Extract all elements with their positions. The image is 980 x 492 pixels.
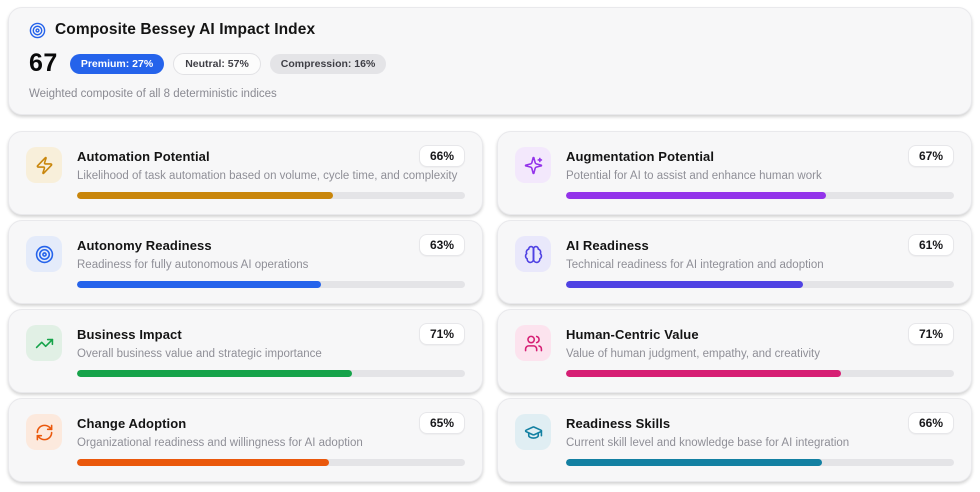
index-value-badge: 71%	[418, 323, 465, 345]
progress-track	[77, 281, 465, 288]
header-title-row: Composite Bessey AI Impact Index	[29, 21, 951, 39]
progress-track	[566, 192, 954, 199]
target-icon	[29, 22, 46, 38]
index-value-badge: 71%	[907, 323, 954, 345]
graduation-cap-icon	[515, 414, 551, 450]
index-card-human-centric-value: Human-Centric Value 71% Value of human j…	[497, 309, 972, 393]
premium-badge: Premium: 27%	[69, 53, 165, 74]
index-description: Readiness for fully autonomous AI operat…	[77, 259, 309, 271]
neutral-badge: Neutral: 57%	[173, 52, 261, 75]
index-title: AI Readiness	[566, 237, 649, 253]
progress-fill	[77, 370, 353, 377]
index-title: Readiness Skills	[566, 415, 671, 431]
index-value-badge: 66%	[418, 145, 465, 167]
index-card-autonomy-readiness: Autonomy Readiness 63% Readiness for ful…	[8, 220, 483, 304]
card-content: Autonomy Readiness 63% Readiness for ful…	[77, 234, 465, 288]
card-content: Change Adoption 65% Organizational readi…	[77, 412, 465, 466]
refresh-icon	[26, 414, 62, 450]
progress-fill	[77, 459, 330, 466]
card-content: Human-Centric Value 71% Value of human j…	[566, 323, 954, 377]
target-icon	[26, 236, 62, 272]
index-description: Potential for AI to assist and enhance h…	[566, 170, 822, 182]
index-description: Technical readiness for AI integration a…	[566, 259, 824, 271]
indices-grid: Automation Potential 66% Likelihood of t…	[8, 131, 972, 482]
index-description: Organizational readiness and willingness…	[77, 437, 363, 449]
index-value-badge: 65%	[418, 412, 465, 434]
trending-up-icon	[26, 325, 62, 361]
brain-icon	[515, 236, 551, 272]
progress-fill	[77, 281, 322, 288]
index-title: Business Impact	[77, 326, 182, 342]
progress-fill	[566, 192, 826, 199]
zap-icon	[26, 147, 62, 183]
progress-track	[77, 459, 465, 466]
index-value-badge: 67%	[907, 145, 954, 167]
index-card-change-adoption: Change Adoption 65% Organizational readi…	[8, 398, 483, 482]
index-description: Current skill level and knowledge base f…	[566, 437, 850, 449]
index-description: Overall business value and strategic imp…	[77, 348, 322, 360]
card-content: AI Readiness 61% Technical readiness for…	[566, 234, 954, 288]
card-content: Automation Potential 66% Likelihood of t…	[77, 145, 465, 199]
index-card-readiness-skills: Readiness Skills 66% Current skill level…	[497, 398, 972, 482]
progress-track	[77, 370, 465, 377]
card-content: Readiness Skills 66% Current skill level…	[566, 412, 954, 466]
index-value-badge: 61%	[907, 234, 954, 256]
card-content: Business Impact 71% Overall business val…	[77, 323, 465, 377]
card-content: Augmentation Potential 67% Potential for…	[566, 145, 954, 199]
composite-index-header-card: Composite Bessey AI Impact Index 67 Prem…	[8, 7, 972, 115]
index-card-automation-potential: Automation Potential 66% Likelihood of t…	[8, 131, 483, 215]
progress-fill	[566, 459, 823, 466]
index-value-badge: 63%	[418, 234, 465, 256]
users-icon	[515, 325, 551, 361]
index-value-badge: 66%	[907, 412, 954, 434]
index-card-augmentation-potential: Augmentation Potential 67% Potential for…	[497, 131, 972, 215]
score-row: 67 Premium: 27% Neutral: 57% Compression…	[29, 49, 951, 78]
progress-fill	[566, 370, 842, 377]
index-title: Autonomy Readiness	[77, 237, 212, 253]
progress-track	[566, 281, 954, 288]
index-card-business-impact: Business Impact 71% Overall business val…	[8, 309, 483, 393]
progress-track	[566, 459, 954, 466]
page-title: Composite Bessey AI Impact Index	[55, 21, 316, 38]
index-title: Change Adoption	[77, 415, 187, 431]
progress-track	[566, 370, 954, 377]
progress-track	[77, 192, 465, 199]
compression-badge: Compression: 16%	[269, 53, 387, 74]
sparkles-icon	[515, 147, 551, 183]
index-description: Likelihood of task automation based on v…	[77, 170, 458, 182]
header-subtitle: Weighted composite of all 8 deterministi…	[29, 88, 277, 100]
index-title: Automation Potential	[77, 148, 210, 164]
index-title: Augmentation Potential	[566, 148, 715, 164]
progress-fill	[77, 192, 334, 199]
index-title: Human-Centric Value	[566, 326, 699, 342]
progress-fill	[566, 281, 803, 288]
composite-score: 67	[29, 49, 58, 77]
index-card-ai-readiness: AI Readiness 61% Technical readiness for…	[497, 220, 972, 304]
index-description: Value of human judgment, empathy, and cr…	[566, 348, 820, 360]
